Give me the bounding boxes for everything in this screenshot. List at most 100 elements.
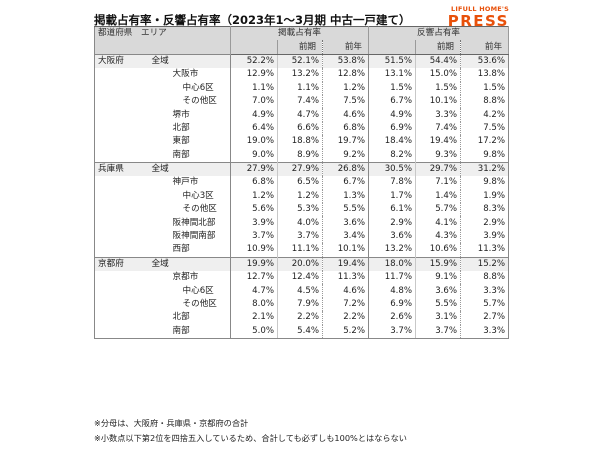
value-cell: 1.2%	[322, 81, 370, 95]
value-cell: 1.1%	[277, 81, 324, 95]
value-cell: 4.7%	[277, 108, 324, 122]
value-cell: 4.6%	[322, 284, 370, 298]
value-cell: 6.8%	[322, 121, 370, 136]
area-name-cell: 全域	[148, 256, 232, 272]
pref-cell	[95, 284, 149, 297]
area-name-cell: 中心6区	[148, 81, 232, 95]
pref-cell	[95, 271, 149, 284]
value-cell: 10.9%	[230, 243, 279, 258]
table-row: 京都府 全域 19.9% 20.0% 19.4% 18.0% 15.9% 15.2%	[94, 256, 510, 272]
value-cell: 4.3%	[415, 229, 462, 244]
value-cell: 3.7%	[368, 324, 417, 339]
table-row: その他区 5.6% 5.3% 5.5% 6.1% 5.7% 8.3%	[95, 203, 510, 217]
value-cell: 5.7%	[460, 297, 510, 312]
value-cell: 1.5%	[460, 81, 510, 95]
value-cell: 2.6%	[368, 311, 417, 325]
value-cell: 4.1%	[415, 216, 462, 230]
value-cell: 11.3%	[460, 243, 510, 258]
value-cell: 1.1%	[230, 81, 279, 95]
value-cell: 1.4%	[415, 189, 462, 204]
value-cell: 13.8%	[460, 68, 510, 82]
pref-cell	[95, 311, 149, 324]
area-name-cell: 全域	[148, 161, 232, 177]
header-listing-prev-year: 前年	[322, 40, 370, 55]
value-cell: 5.5%	[415, 297, 462, 312]
value-cell: 8.9%	[277, 148, 324, 163]
table-row: 北部 6.4% 6.6% 6.8% 6.9% 7.4% 7.5%	[95, 121, 510, 136]
value-cell: 5.6%	[230, 203, 279, 217]
value-cell: 8.2%	[368, 148, 417, 163]
area-name-cell: その他区	[148, 297, 232, 312]
pref-cell	[95, 243, 149, 257]
area-name-cell: 南部	[148, 148, 232, 163]
value-cell: 4.2%	[460, 108, 510, 122]
value-cell: 4.7%	[230, 284, 279, 298]
value-cell: 12.4%	[277, 271, 324, 285]
value-cell: 7.8%	[368, 176, 417, 190]
value-cell: 12.7%	[230, 271, 279, 285]
value-cell: 12.8%	[322, 68, 370, 82]
value-cell: 4.9%	[230, 108, 279, 122]
value-cell: 15.0%	[415, 68, 462, 82]
pref-cell: 大阪府	[94, 53, 149, 69]
area-name-cell: 北部	[148, 311, 232, 325]
value-cell: 27.9%	[230, 161, 279, 177]
area-name-cell: 南部	[148, 324, 232, 339]
table-row: 北部 2.1% 2.2% 2.2% 2.6% 3.1% 2.7%	[95, 311, 510, 325]
value-cell: 1.5%	[368, 81, 417, 95]
value-cell: 3.3%	[415, 108, 462, 122]
value-cell: 5.2%	[322, 324, 370, 339]
value-cell: 9.0%	[230, 148, 279, 163]
value-cell: 52.2%	[230, 53, 279, 69]
value-cell: 2.7%	[460, 311, 510, 325]
value-cell: 2.2%	[322, 311, 370, 325]
pref-cell	[95, 108, 149, 121]
table-row: 中心3区 1.2% 1.2% 1.3% 1.7% 1.4% 1.9%	[95, 189, 510, 204]
value-cell: 9.3%	[415, 148, 462, 163]
value-cell: 11.1%	[277, 243, 324, 258]
value-cell: 9.1%	[415, 271, 462, 285]
value-cell: 7.0%	[230, 94, 279, 109]
header-response-prev-period: 前期	[415, 40, 462, 55]
value-cell: 52.1%	[277, 53, 324, 69]
footnote-denominator: ※分母は、大阪府・兵庫県・京都府の合計	[94, 418, 249, 428]
pref-cell	[95, 216, 149, 229]
value-cell: 7.5%	[460, 121, 510, 136]
table-row: 阪神間北部 3.9% 4.0% 3.6% 2.9% 4.1% 2.9%	[95, 216, 510, 230]
value-cell: 54.4%	[415, 53, 462, 69]
value-cell: 8.0%	[230, 297, 279, 312]
value-cell: 5.3%	[277, 203, 324, 217]
value-cell: 1.2%	[230, 189, 279, 204]
area-name-cell: 堺市	[148, 108, 232, 122]
table-body: 大阪府 全域 52.2% 52.1% 53.8% 51.5% 54.4% 53.6% 大阪市 12…	[94, 53, 510, 339]
brand-logo: LIFULL HOME'S PRESS	[425, 6, 509, 29]
footnote-rounding: ※小数点以下第2位を四捨五入しているため、合計しても必ずしも100%とはならない	[94, 433, 407, 443]
area-name-cell: 東部	[148, 135, 232, 149]
table-row: 中心6区 4.7% 4.5% 4.6% 4.8% 3.6% 3.3%	[95, 284, 510, 298]
value-cell: 5.5%	[322, 203, 370, 217]
table-row: 堺市 4.9% 4.7% 4.6% 4.9% 3.3% 4.2%	[95, 108, 510, 122]
value-cell: 51.5%	[368, 53, 417, 69]
area-name-cell: 大阪市	[148, 68, 232, 82]
value-cell: 7.5%	[322, 94, 370, 109]
value-cell: 18.8%	[277, 135, 324, 149]
value-cell: 5.7%	[415, 203, 462, 217]
value-cell: 2.2%	[277, 311, 324, 325]
value-cell: 10.6%	[415, 243, 462, 258]
table-row: 大阪市 12.9% 13.2% 12.8% 13.1% 15.0% 13.8%	[95, 68, 510, 82]
pref-cell: 京都府	[94, 256, 149, 272]
value-cell: 2.1%	[230, 311, 279, 325]
value-cell: 3.6%	[322, 216, 370, 230]
value-cell: 18.4%	[368, 135, 417, 149]
pref-cell	[95, 122, 149, 135]
header-response-share: 反響占有率	[368, 26, 510, 41]
table-row: 南部 5.0% 5.4% 5.2% 3.7% 3.7% 3.3%	[94, 324, 510, 339]
header-listing-share: 掲載占有率	[230, 26, 370, 41]
value-cell: 53.8%	[322, 53, 370, 69]
value-cell: 4.0%	[277, 216, 324, 230]
area-name-cell: 神戸市	[148, 176, 232, 190]
value-cell: 13.2%	[277, 68, 324, 82]
value-cell: 1.3%	[322, 189, 370, 204]
value-cell: 3.6%	[368, 229, 417, 244]
value-cell: 7.1%	[415, 176, 462, 190]
